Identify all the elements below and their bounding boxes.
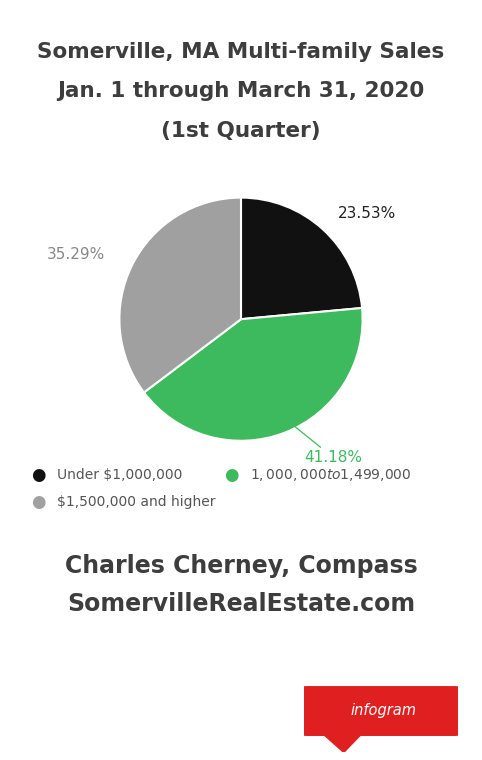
Text: (1st Quarter): (1st Quarter) xyxy=(161,121,321,141)
Text: Jan. 1 through March 31, 2020: Jan. 1 through March 31, 2020 xyxy=(57,81,425,101)
Text: $1,500,000 and higher: $1,500,000 and higher xyxy=(57,495,215,508)
Wedge shape xyxy=(120,198,241,392)
Text: $1,000,000 to $1,499,000: $1,000,000 to $1,499,000 xyxy=(250,467,411,483)
Text: Under $1,000,000: Under $1,000,000 xyxy=(57,468,182,482)
Text: Charles Cherney, Compass: Charles Cherney, Compass xyxy=(65,554,417,578)
Text: Somerville, MA Multi-family Sales: Somerville, MA Multi-family Sales xyxy=(38,42,444,62)
Text: SomervilleRealEstate.com: SomervilleRealEstate.com xyxy=(67,592,415,616)
Wedge shape xyxy=(241,198,362,319)
Text: infogram: infogram xyxy=(351,703,417,718)
Text: ●: ● xyxy=(31,466,46,484)
Wedge shape xyxy=(144,308,362,441)
Text: 41.18%: 41.18% xyxy=(277,412,362,465)
FancyBboxPatch shape xyxy=(301,686,461,736)
Text: 35.29%: 35.29% xyxy=(47,247,106,261)
Text: ●: ● xyxy=(224,466,239,484)
Polygon shape xyxy=(322,733,362,752)
Text: ●: ● xyxy=(31,492,46,511)
Text: 23.53%: 23.53% xyxy=(338,206,396,220)
